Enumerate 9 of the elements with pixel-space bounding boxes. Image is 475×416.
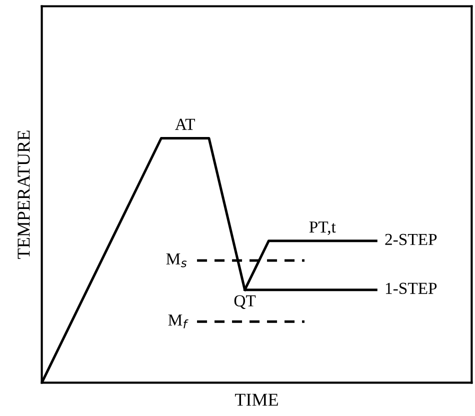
- series-label: 2-STEP: [385, 234, 437, 246]
- series-label: M$_{s}$: [166, 253, 187, 268]
- annotation: QT: [234, 295, 256, 309]
- series-label: 1-STEP: [386, 282, 437, 294]
- x-axis-title: TIME: [235, 394, 278, 406]
- series-label: M$_{f}$: [168, 314, 188, 328]
- annotation: PT,t: [309, 222, 336, 236]
- y-axis-title: TEMPERATURE: [18, 130, 30, 259]
- text: AT: [175, 118, 195, 130]
